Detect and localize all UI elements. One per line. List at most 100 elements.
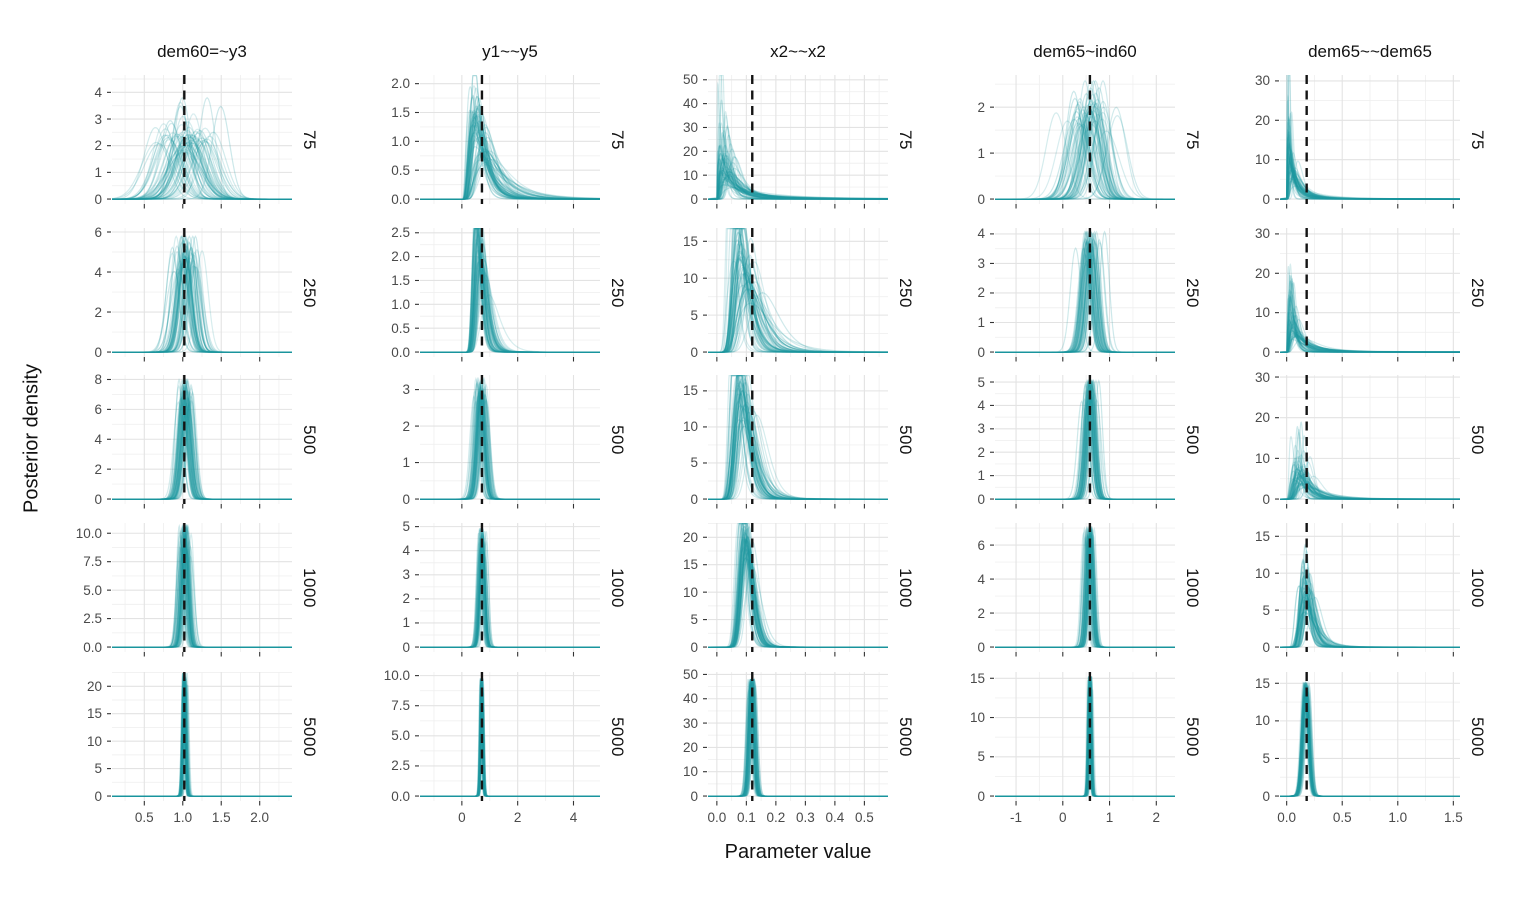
y-tick-label: 0.0 [391,788,410,804]
y-tick-label: 5 [1262,750,1270,766]
panel-c2-r5 [414,672,600,807]
y-tick-label: 0 [1262,788,1270,804]
y-tick-label: 40 [682,691,698,707]
y-tick-label: 3 [977,421,985,437]
x-tick-label: 1.0 [1388,810,1408,825]
y-tick-label: 0 [690,491,698,507]
density-curves [995,230,1175,353]
x-tick-label: 0 [458,810,466,825]
density-curves [995,676,1175,797]
density-curves [420,75,600,200]
y-tick-label: 2 [94,461,102,477]
facet-strip-label: 250 [296,228,321,357]
y-tick-label: 20 [86,678,102,694]
density-curves [708,228,888,353]
gridlines [112,375,292,504]
y-tick-label: 20 [682,143,698,159]
gridlines [420,672,600,801]
panel-c5-r3 [1274,375,1460,510]
y-tick-label: 1 [977,145,985,161]
y-tick-label: 10 [682,584,698,600]
facet-strip-text: 75 [1182,129,1202,150]
y-tick-label: 4 [94,264,102,280]
y-tick-label: 15 [682,557,698,573]
y-tick-label: 30 [1254,369,1270,385]
facet-strip-text: 5000 [1467,716,1487,757]
y-tick-label: 0 [977,191,985,207]
facet-column-title: dem65~~dem65 [1308,42,1432,61]
gridlines [1280,672,1460,801]
y-tick-label: 2 [977,444,985,460]
y-tick-label: 5.0 [83,582,102,598]
y-tick-label: 10 [1254,713,1270,729]
facet-strip-label: 1000 [1179,523,1204,652]
density-curves [1280,543,1460,648]
y-tick-label: 2 [977,285,985,301]
y-tick-label: 5 [690,455,698,471]
x-tick-label: 0.0 [1277,810,1297,825]
y-tick-label: 3 [977,255,985,271]
x-tick-label: 0 [1059,810,1067,825]
facet-strip-label: 250 [892,228,917,357]
panel-c2-r4 [414,523,600,658]
y-tick-label: 4 [977,226,985,242]
y-tick-label: 0.0 [391,191,410,207]
y-tick-label: 7.5 [83,554,102,570]
panel-c4-r3 [989,375,1175,510]
facet-strip-label: 1000 [296,523,321,652]
y-tick-label: 0 [94,344,102,360]
y-tick-label: 0 [402,491,410,507]
y-tick-label: 10 [1254,565,1270,581]
y-tick-label: 7.5 [391,698,410,714]
y-tick-label: 6 [977,537,985,553]
y-tick-label: 2.5 [391,225,410,241]
facet-column-title: y1~~y5 [482,42,538,61]
gridlines [1280,228,1460,357]
y-tick-label: 0 [977,639,985,655]
x-tick-label: -1 [1010,810,1023,825]
facet-strip-label: 500 [1179,375,1204,504]
panel-c1-r2 [106,228,292,363]
facet-column-title: x2~~x2 [770,42,826,61]
y-tick-label: 30 [1254,226,1270,242]
density-curves [708,375,888,500]
y-tick-label: 8 [94,371,102,387]
facet-strip-label: 500 [604,375,629,504]
facet-strip-label: 500 [1464,375,1489,504]
y-tick-label: 0.5 [391,320,410,336]
facet-strip-text: 1000 [299,567,319,608]
gridlines [112,672,292,801]
gridlines [995,375,1175,504]
gridlines [420,523,600,652]
y-tick-label: 1 [977,468,985,484]
panel-c4-r4 [989,523,1175,658]
y-tick-label: 10 [682,764,698,780]
panel-c2-r1 [414,75,600,210]
y-tick-label: 50 [682,72,698,88]
x-tick-label: 1.5 [1443,810,1463,825]
facet-strip-label: 250 [1179,228,1204,357]
y-tick-label: 10.0 [383,668,410,684]
y-tick-label: 0.0 [83,639,102,655]
y-tick-label: 0 [1262,639,1270,655]
y-tick-label: 4 [977,397,985,413]
gridlines [420,75,600,204]
x-tick-label: 4 [569,810,578,825]
facet-strip-text: 1000 [607,567,627,608]
gridlines [112,523,292,652]
y-tick-label: 10 [86,733,102,749]
y-tick-label: 4 [94,431,102,447]
y-tick-label: 0 [94,191,102,207]
facet-strip-text: 500 [607,424,627,455]
gridlines [1280,375,1460,504]
density-curves [1280,75,1460,200]
gridlines [112,228,292,357]
x-tick-label: 0.5 [1332,810,1352,825]
y-tick-label: 1.0 [391,296,410,312]
y-tick-label: 30 [682,715,698,731]
y-tick-label: 3 [402,567,410,583]
y-tick-label: 4 [94,84,102,100]
y-tick-label: 2.5 [391,758,410,774]
y-tick-label: 2 [402,418,410,434]
y-tick-label: 5 [977,749,985,765]
